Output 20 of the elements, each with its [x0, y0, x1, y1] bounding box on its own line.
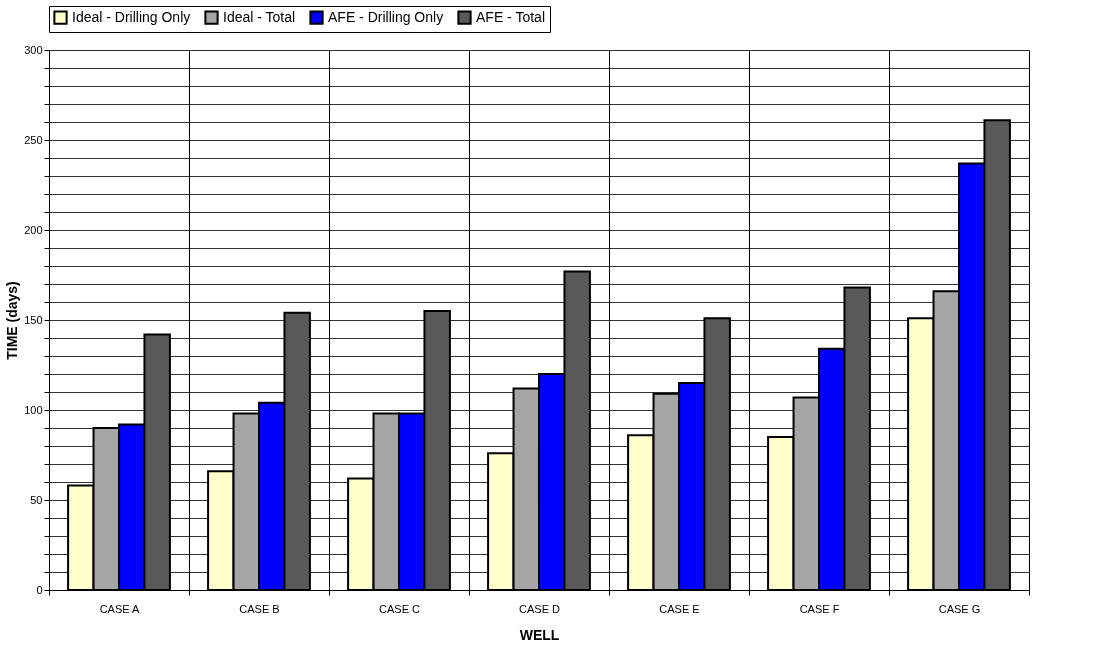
x-tick-label: CASE C [379, 602, 421, 615]
y-axis-title: TIME (days) [4, 281, 21, 360]
x-tick-label: CASE B [239, 602, 280, 615]
legend-label: AFE - Total [476, 8, 545, 25]
y-tick-label: 200 [24, 223, 43, 236]
legend-label: AFE - Drilling Only [328, 8, 444, 25]
x-tick-label: CASE G [938, 602, 981, 615]
x-tick-label: CASE D [519, 602, 561, 615]
y-tick-label: 300 [24, 43, 43, 56]
x-axis-title: WELL [519, 626, 560, 643]
y-tick-label: 0 [36, 583, 43, 596]
x-tick-label: CASE A [99, 602, 141, 615]
y-tick-label: 150 [24, 313, 43, 326]
y-tick-label: 50 [30, 493, 43, 506]
legend-label: Ideal - Drilling Only [72, 8, 191, 25]
x-tick-label: CASE F [799, 602, 840, 615]
y-tick-label: 100 [24, 403, 43, 416]
y-tick-label: 250 [24, 133, 43, 146]
legend-label: Ideal - Total [223, 8, 296, 25]
x-tick-label: CASE E [659, 602, 700, 615]
